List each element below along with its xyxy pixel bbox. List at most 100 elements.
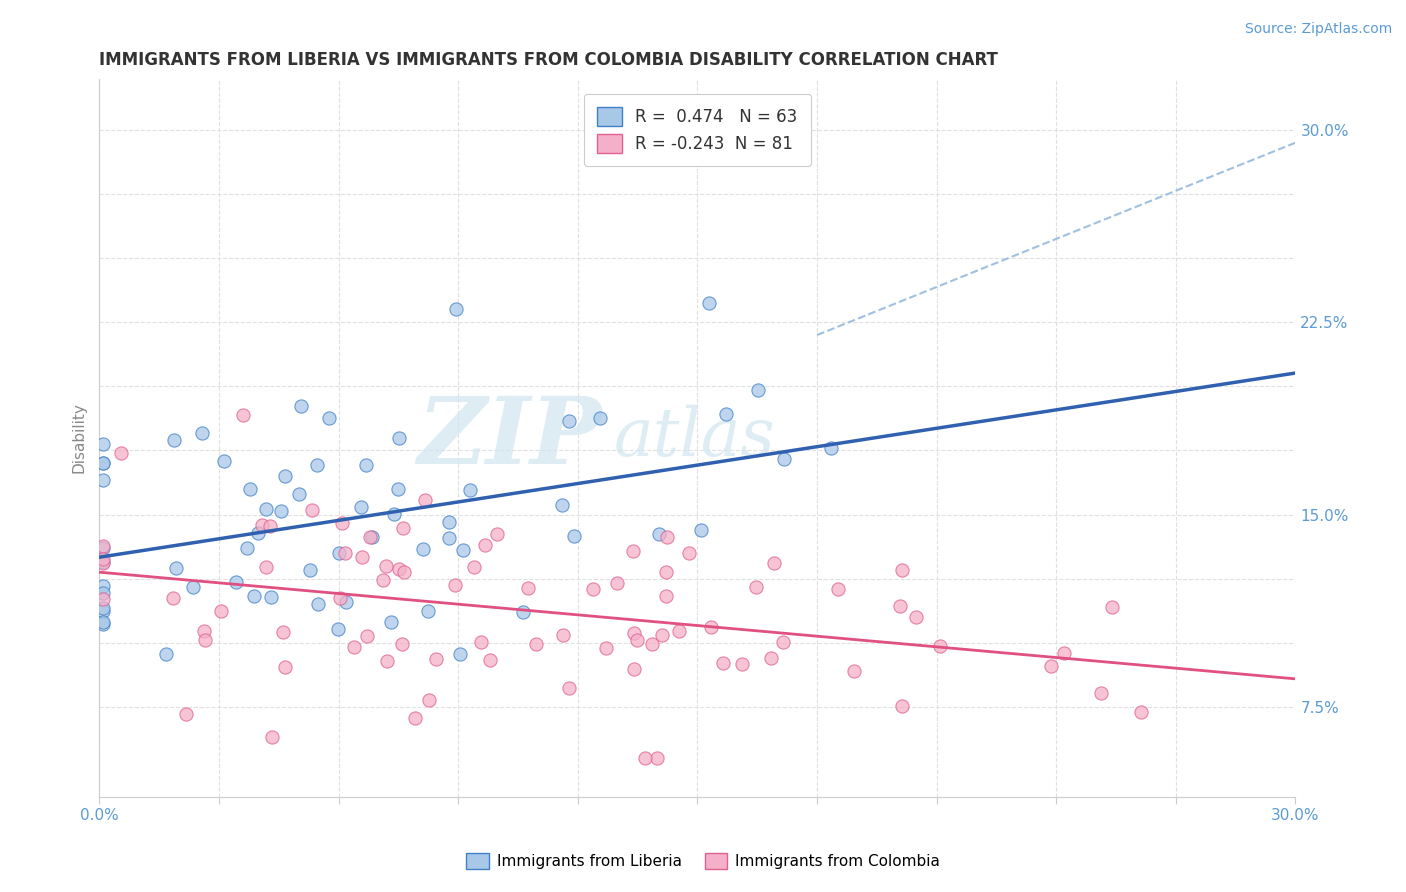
Point	[382, 507, 405, 521]
Point	[250, 518, 273, 533]
Point	[388, 431, 411, 445]
Point	[1101, 600, 1123, 615]
Point	[648, 527, 671, 541]
Point	[761, 651, 783, 665]
Point	[820, 442, 842, 456]
Point	[388, 562, 411, 576]
Point	[93, 586, 115, 600]
Point	[239, 482, 262, 496]
Point	[391, 637, 413, 651]
Point	[697, 296, 720, 310]
Point	[772, 635, 794, 649]
Point	[274, 660, 297, 674]
Point	[827, 582, 849, 596]
Point	[449, 648, 471, 662]
Point	[524, 637, 547, 651]
Point	[374, 558, 396, 573]
Point	[890, 699, 912, 714]
Point	[307, 598, 329, 612]
Point	[486, 527, 509, 541]
Point	[361, 530, 384, 544]
Point	[93, 579, 115, 593]
Point	[451, 543, 474, 558]
Point	[392, 565, 415, 579]
Point	[463, 559, 485, 574]
Point	[193, 624, 215, 639]
Point	[330, 516, 353, 531]
Point	[415, 492, 437, 507]
Point	[162, 591, 184, 605]
Point	[479, 653, 502, 667]
Point	[589, 410, 612, 425]
Point	[655, 589, 678, 603]
Point	[1130, 705, 1153, 719]
Point	[242, 589, 264, 603]
Point	[93, 473, 115, 487]
Point	[333, 546, 356, 560]
Point	[929, 639, 952, 653]
Point	[443, 578, 465, 592]
Point	[290, 399, 312, 413]
Point	[165, 561, 187, 575]
Text: IMMIGRANTS FROM LIBERIA VS IMMIGRANTS FROM COLOMBIA DISABILITY CORRELATION CHART: IMMIGRANTS FROM LIBERIA VS IMMIGRANTS FR…	[100, 51, 998, 69]
Point	[744, 580, 766, 594]
Point	[645, 751, 668, 765]
Point	[232, 409, 254, 423]
Point	[328, 622, 350, 636]
Point	[713, 657, 735, 671]
Point	[328, 546, 350, 560]
Point	[350, 500, 373, 514]
Point	[155, 647, 177, 661]
Point	[621, 544, 644, 558]
Point	[655, 530, 678, 544]
Point	[162, 433, 184, 447]
Point	[93, 604, 115, 618]
Point	[93, 436, 115, 450]
Point	[842, 664, 865, 678]
Point	[209, 604, 232, 618]
Point	[183, 580, 205, 594]
Point	[318, 411, 340, 425]
Point	[623, 663, 645, 677]
Point	[626, 633, 648, 648]
Point	[93, 616, 115, 631]
Point	[772, 452, 794, 467]
Point	[387, 482, 409, 496]
Point	[512, 606, 534, 620]
Point	[93, 592, 115, 607]
Point	[747, 384, 769, 398]
Point	[301, 503, 323, 517]
Point	[256, 560, 278, 574]
Point	[260, 591, 283, 605]
Point	[1040, 658, 1063, 673]
Point	[655, 565, 678, 579]
Point	[93, 456, 115, 470]
Point	[194, 632, 217, 647]
Point	[470, 634, 492, 648]
Point	[905, 610, 928, 624]
Point	[762, 556, 785, 570]
Point	[412, 541, 434, 556]
Point	[352, 550, 374, 565]
Point	[225, 574, 247, 589]
Point	[288, 487, 311, 501]
Point	[731, 657, 754, 671]
Point	[270, 504, 292, 518]
Point	[651, 628, 673, 642]
Point	[335, 595, 357, 609]
Point	[623, 625, 645, 640]
Point	[889, 599, 911, 613]
Point	[93, 552, 115, 566]
Point	[551, 498, 574, 512]
Legend: R =  0.474   N = 63, R = -0.243  N = 81: R = 0.474 N = 63, R = -0.243 N = 81	[583, 94, 811, 167]
Point	[582, 582, 605, 597]
Point	[517, 582, 540, 596]
Point	[392, 521, 415, 535]
Point	[93, 556, 115, 570]
Point	[212, 454, 235, 468]
Point	[298, 563, 321, 577]
Point	[425, 652, 447, 666]
Point	[328, 591, 350, 605]
Point	[93, 615, 115, 629]
Point	[699, 620, 721, 634]
